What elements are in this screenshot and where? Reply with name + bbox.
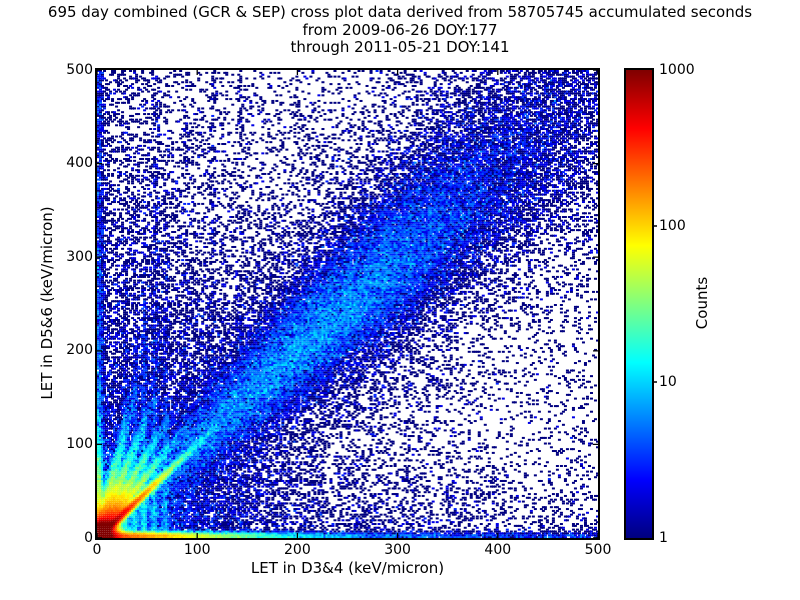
chart-subtitle-from: from 2009-06-26 DOY:177 <box>302 20 498 39</box>
chart-subtitle-through: through 2011-05-21 DOY:141 <box>290 38 510 56</box>
colorbar-tick-label: 10 <box>659 374 677 390</box>
x-axis-label: LET in D3&4 (keV/micron) <box>250 559 445 577</box>
colorbar-label: Counts <box>693 276 711 330</box>
colorbar-tick-label: 100 <box>659 218 686 234</box>
chart-title: 695 day combined (GCR & SEP) cross plot … <box>47 3 753 21</box>
y-tick-label: 100 <box>66 435 93 452</box>
x-tick-label: 100 <box>183 542 211 558</box>
heatmap-canvas <box>95 68 600 540</box>
colorbar-tick-label: 1 <box>659 530 668 546</box>
y-tick-label: 300 <box>66 248 93 265</box>
y-tick-label: 400 <box>66 155 93 172</box>
colorbar-tick-label: 1000 <box>659 62 695 78</box>
y-tick-label: 200 <box>66 342 93 359</box>
x-tick-label: 200 <box>284 542 311 558</box>
y-axis-label: LET in D5&6 (keV/micron) <box>38 206 56 400</box>
x-tick-label: 400 <box>484 542 512 558</box>
colorbar-canvas <box>624 68 658 540</box>
x-tick-label: 0 <box>92 542 102 558</box>
x-tick-label: 500 <box>584 542 612 558</box>
y-tick-label: 500 <box>66 61 93 78</box>
y-tick-label: 0 <box>84 529 93 546</box>
title-block: 695 day combined (GCR & SEP) cross plot … <box>0 3 800 57</box>
x-tick-label: 300 <box>384 542 411 558</box>
